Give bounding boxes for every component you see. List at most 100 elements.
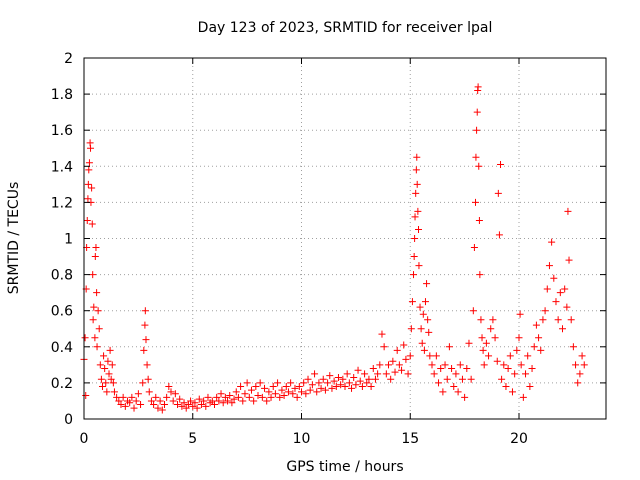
data-point	[232, 388, 240, 396]
data-point	[402, 355, 410, 363]
data-point	[345, 379, 353, 387]
data-point	[234, 393, 242, 401]
data-point	[572, 361, 580, 369]
data-point	[477, 316, 485, 324]
data-point	[121, 402, 129, 410]
data-point	[478, 334, 486, 342]
data-point	[474, 83, 482, 91]
data-point	[508, 388, 516, 396]
data-point	[454, 388, 462, 396]
data-point	[358, 383, 366, 391]
data-point	[189, 402, 197, 410]
data-point	[404, 370, 412, 378]
data-point	[416, 303, 424, 311]
data-point	[182, 404, 190, 412]
data-point	[526, 383, 534, 391]
data-point	[98, 383, 106, 391]
data-point	[494, 189, 502, 197]
data-point	[89, 271, 97, 279]
data-point	[554, 316, 562, 324]
data-point	[517, 361, 525, 369]
data-point	[291, 384, 299, 392]
data-point	[167, 388, 175, 396]
data-point	[147, 397, 155, 405]
data-point	[137, 401, 145, 409]
data-point	[245, 393, 253, 401]
data-point	[354, 366, 362, 374]
data-point	[385, 361, 392, 369]
data-point	[304, 375, 312, 383]
data-point	[302, 390, 310, 398]
data-point	[535, 334, 543, 342]
y-tick-label: 0	[64, 412, 73, 428]
data-point	[530, 343, 538, 351]
y-tick-label: 1.8	[51, 87, 73, 103]
data-point	[215, 397, 223, 405]
data-point	[580, 361, 588, 369]
data-point	[271, 390, 279, 398]
data-point	[171, 390, 179, 398]
data-point	[83, 216, 91, 224]
data-point	[265, 388, 273, 396]
data-point	[564, 207, 572, 215]
data-point	[217, 390, 225, 398]
data-point	[169, 397, 177, 405]
data-point	[82, 392, 90, 400]
data-point	[487, 325, 495, 333]
data-point	[319, 375, 327, 383]
data-point	[463, 364, 471, 372]
data-point	[398, 366, 406, 374]
data-point	[576, 370, 584, 378]
data-point	[479, 346, 487, 354]
data-point	[461, 393, 469, 401]
data-point	[204, 393, 212, 401]
data-point	[221, 393, 229, 401]
data-point	[287, 379, 295, 387]
data-point	[106, 346, 114, 354]
data-point	[524, 352, 532, 360]
x-tick-label: 10	[293, 431, 311, 447]
data-point	[411, 213, 419, 221]
data-point	[498, 375, 506, 383]
data-point	[187, 397, 195, 405]
data-point	[502, 383, 510, 391]
y-tick-label: 1.6	[51, 123, 73, 139]
data-point	[208, 397, 216, 405]
data-point	[93, 343, 101, 351]
data-point	[363, 379, 371, 387]
data-point	[435, 379, 443, 387]
y-axis-label: SRMTID / TECUs	[6, 182, 22, 295]
data-point	[92, 244, 100, 252]
data-point	[476, 271, 484, 279]
grid-lines	[84, 58, 606, 419]
data-point	[400, 341, 408, 349]
data-point	[321, 386, 329, 394]
data-point	[108, 361, 116, 369]
y-tick-label: 0.8	[51, 268, 73, 284]
y-tick-label: 1.4	[51, 159, 73, 175]
data-point	[326, 372, 334, 380]
data-point	[300, 379, 308, 387]
data-point	[420, 346, 428, 354]
data-point	[239, 397, 247, 405]
data-point	[226, 392, 234, 400]
data-point	[430, 370, 438, 378]
data-point	[150, 401, 158, 409]
data-point	[278, 386, 286, 394]
data-point	[158, 406, 166, 414]
data-point	[119, 393, 127, 401]
data-point	[415, 225, 423, 233]
data-point	[426, 352, 434, 360]
x-tick-label: 5	[188, 431, 197, 447]
data-point	[141, 321, 149, 329]
data-point	[439, 388, 447, 396]
data-point	[574, 379, 582, 387]
data-point	[237, 383, 245, 391]
data-point	[556, 289, 564, 297]
data-point	[280, 392, 288, 400]
data-point	[89, 316, 97, 324]
data-point	[156, 397, 164, 405]
data-point	[184, 401, 192, 409]
data-point	[324, 379, 332, 387]
data-point	[543, 285, 551, 293]
